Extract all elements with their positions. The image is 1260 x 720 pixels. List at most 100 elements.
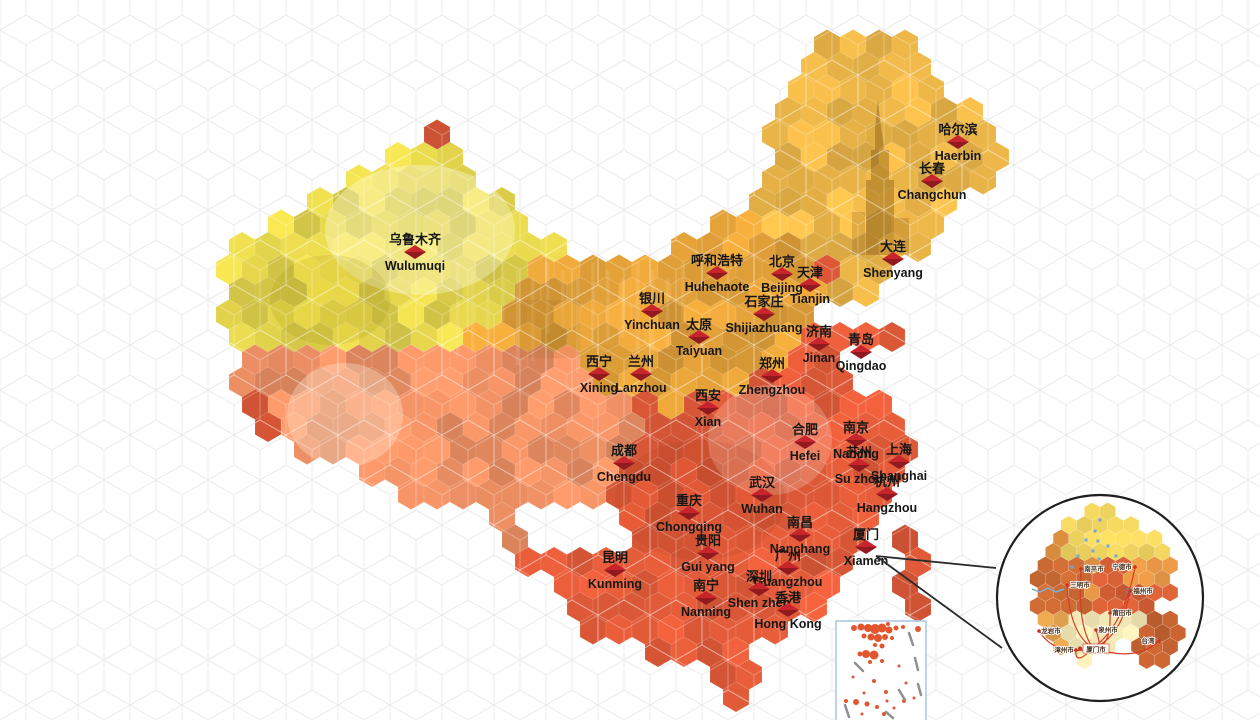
inset-hub-label: 厦门市: [1086, 645, 1106, 654]
city-diamond-shade: [794, 442, 816, 449]
city-name-zh: 哈尔滨: [938, 122, 977, 137]
city-diamond-icon: [697, 546, 719, 560]
city-diamond-icon: [630, 367, 652, 381]
city-diamond-shade: [947, 142, 969, 149]
city-name-zh: 重庆: [676, 493, 702, 508]
inset-city-dot: [1079, 567, 1083, 571]
city-diamond-shade: [641, 311, 663, 318]
city-marker-nanchang[interactable]: 南昌 Nanchang: [770, 515, 830, 556]
city-marker-tianjin[interactable]: 天津 Tianjin: [790, 265, 830, 306]
sea-island-dot: [860, 712, 864, 716]
city-diamond-icon: [761, 369, 783, 383]
city-diamond-icon: [947, 135, 969, 149]
city-diamond-icon: [845, 433, 867, 447]
city-marker-qingdao[interactable]: 青岛 Qingdao: [836, 332, 887, 373]
city-diamond-icon: [888, 455, 910, 469]
city-name-pinyin: Wuhan: [741, 502, 782, 516]
inset-city-dot: [1094, 628, 1098, 632]
nine-dash-line-segment: [897, 688, 907, 702]
sea-island-dot: [862, 691, 866, 695]
city-marker-chongqing[interactable]: 重庆 Chongqing: [656, 493, 722, 534]
city-marker-taiyuan[interactable]: 太原 Taiyuan: [676, 317, 722, 358]
city-diamond-shade: [753, 314, 775, 321]
city-diamond-shade: [882, 259, 904, 266]
city-marker-nanjing[interactable]: 南京 Nanjing: [833, 420, 879, 461]
nine-dash-line-segment: [907, 631, 915, 647]
city-marker-yinchuan[interactable]: 银川 Yinchuan: [624, 291, 680, 332]
city-name-pinyin: Jinan: [803, 351, 836, 365]
sea-island-dot: [867, 633, 875, 641]
city-marker-xian[interactable]: 西安 Xian: [695, 388, 721, 429]
city-diamond-icon: [921, 174, 943, 188]
city-marker-shenyang[interactable]: 大连 Shenyang: [863, 239, 923, 280]
city-name-zh: 南宁: [693, 578, 719, 593]
city-marker-shijiazhuang[interactable]: 石家庄 Shijiazhuang: [725, 294, 802, 335]
nine-dash-line-segment: [853, 661, 865, 673]
city-marker-chengdu[interactable]: 成都 Chengdu: [597, 443, 651, 484]
inset-city-label: 三明市: [1070, 580, 1090, 589]
city-name-zh: 大连: [880, 239, 907, 254]
city-marker-hefei[interactable]: 合肥 Hefei: [790, 422, 821, 463]
city-marker-huhehaote[interactable]: 呼和浩特 Huhehaote: [685, 253, 750, 294]
city-marker-lanzhou[interactable]: 兰州 Lanzhou: [615, 354, 666, 395]
sea-island-dot: [874, 634, 882, 642]
city-marker-su-zhou[interactable]: 苏州 Su zhou: [835, 445, 884, 486]
inset-city-dot: [1157, 639, 1161, 643]
city-name-zh: 杭州: [874, 474, 900, 489]
inset-blue-dot: [1096, 539, 1100, 543]
city-diamond-icon: [777, 603, 799, 617]
city-name-zh: 深圳: [746, 569, 772, 584]
sea-island-dot: [870, 624, 880, 634]
city-diamond-shade: [695, 598, 717, 605]
city-name-zh: 西宁: [586, 354, 612, 369]
city-marker-gui-yang[interactable]: 贵阳 Gui yang: [681, 533, 734, 574]
inset-city-dot: [1037, 629, 1041, 633]
city-marker-haerbin[interactable]: 哈尔滨 Haerbin: [935, 122, 982, 163]
city-diamond-icon: [604, 563, 626, 577]
city-diamond-icon: [688, 330, 710, 344]
sea-island-dot: [877, 623, 887, 633]
city-marker-nanning[interactable]: 南宁 Nanning: [681, 578, 731, 619]
city-marker-zhengzhou[interactable]: 郑州 Zhengzhou: [739, 356, 806, 397]
city-diamond-icon: [753, 307, 775, 321]
city-marker-kunming[interactable]: 昆明 Kunming: [588, 550, 642, 591]
sea-island-dot: [844, 699, 848, 703]
city-name-zh: 郑州: [759, 356, 785, 371]
city-marker-shen-zhen[interactable]: 深圳 Shen zhen: [728, 569, 791, 610]
city-marker-guangzhou[interactable]: 广州 Guangzhou: [754, 548, 823, 589]
city-marker-hangzhou[interactable]: 杭州 Hangzhou: [857, 474, 917, 515]
city-marker-jinan[interactable]: 济南 Jinan: [803, 324, 836, 365]
city-diamond-icon: [771, 267, 793, 281]
inset-city-dot: [1133, 565, 1137, 569]
city-name-pinyin: Kunming: [588, 577, 642, 591]
city-marker-beijing[interactable]: 北京 Beijing: [761, 254, 803, 295]
city-diamond-icon: [751, 488, 773, 502]
city-diamond-shade: [748, 589, 770, 596]
sea-island-dot: [897, 664, 901, 668]
city-marker-xining[interactable]: 西宁 Xining: [580, 354, 618, 395]
city-marker-wuhan[interactable]: 武汉 Wuhan: [741, 475, 782, 516]
city-diamond-shade: [921, 181, 943, 188]
city-name-zh: 合肥: [792, 422, 818, 437]
sea-island-dot: [890, 636, 894, 640]
city-marker-wulumuqi[interactable]: 乌鲁木齐 Wulumuqi: [385, 232, 445, 273]
city-diamond-icon: [706, 266, 728, 280]
city-name-pinyin: Xining: [580, 381, 618, 395]
city-diamond-shade: [404, 252, 426, 259]
sea-island-dot: [879, 643, 885, 649]
inset-city-label: 泉州市: [1098, 625, 1118, 634]
city-name-pinyin: Huhehaote: [685, 280, 750, 294]
inset-city-label: 福州市: [1132, 586, 1153, 595]
city-marker-shanghai[interactable]: 上海 Shanghai: [871, 442, 927, 483]
callout-line: [875, 555, 1003, 649]
city-name-zh: 贵阳: [695, 533, 721, 548]
city-marker-hong-kong[interactable]: 香港 Hong Kong: [754, 590, 821, 631]
sea-island-dot: [893, 625, 899, 631]
city-name-pinyin: Chongqing: [656, 520, 722, 534]
city-diamond-shade: [604, 570, 626, 577]
city-name-pinyin: Chengdu: [597, 470, 651, 484]
city-marker-changchun[interactable]: 长春 Changchun: [898, 161, 967, 202]
city-name-zh: 厦门: [853, 527, 879, 542]
sea-island-dot: [884, 690, 888, 694]
city-diamond-icon: [848, 458, 870, 472]
